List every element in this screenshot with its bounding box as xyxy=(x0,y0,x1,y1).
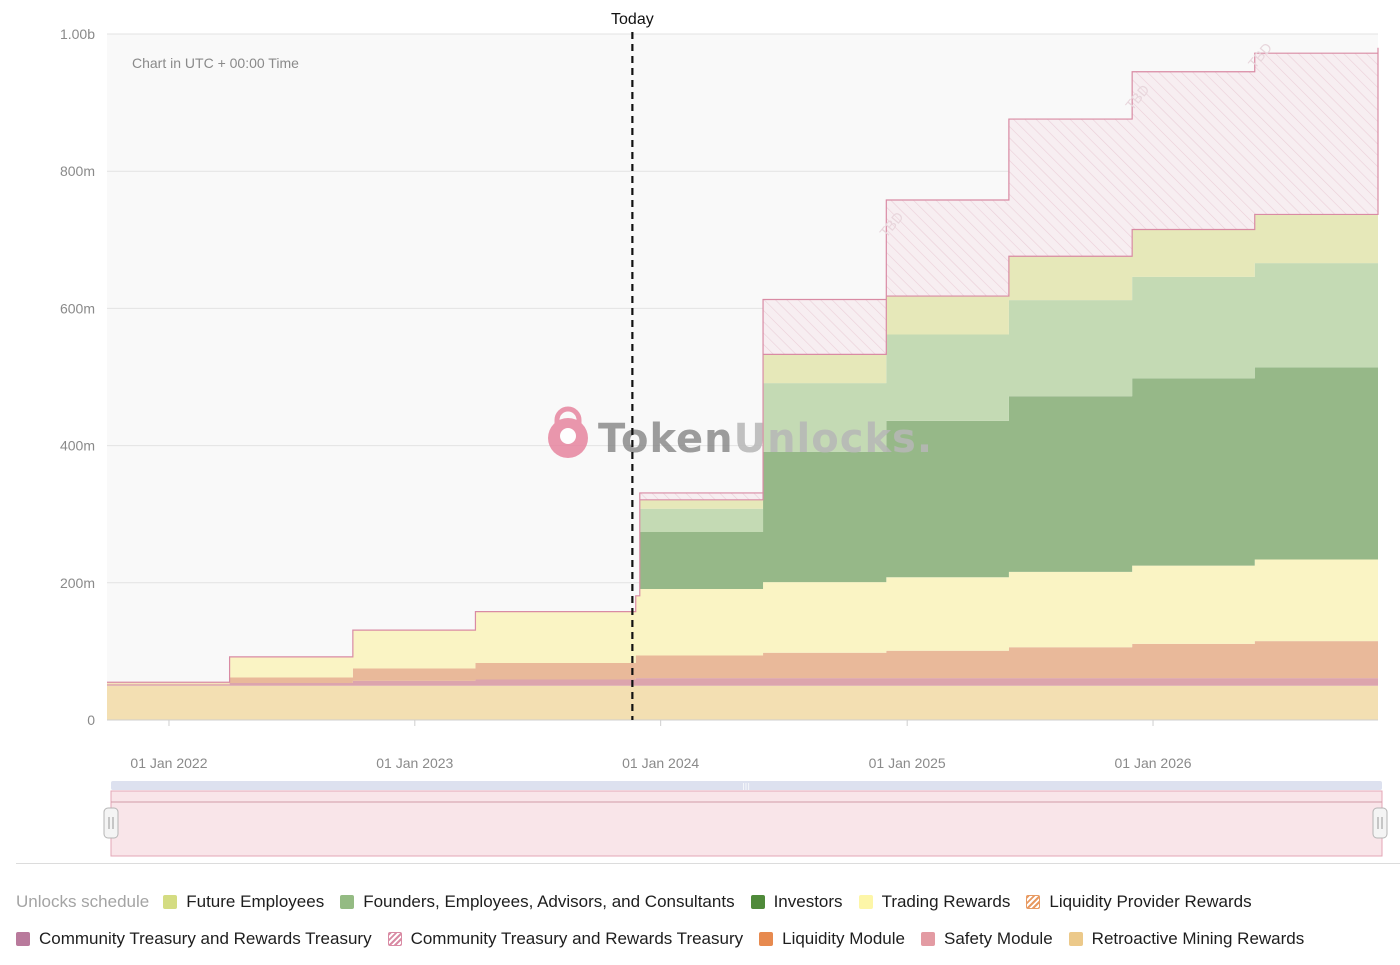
legend-label: Community Treasury and Rewards Treasury xyxy=(410,929,744,948)
legend-swatch xyxy=(16,932,30,946)
navigator-window[interactable] xyxy=(110,790,1383,857)
legend-swatch xyxy=(163,895,178,909)
legend-item-community-treasury[interactable]: Community Treasury and Rewards Treasury xyxy=(16,929,372,949)
y-tick-label: 200m xyxy=(60,575,95,591)
legend-label: Founders, Employees, Advisors, and Consu… xyxy=(363,892,735,911)
area-series xyxy=(107,685,1378,720)
x-tick-label: 01 Jan 2026 xyxy=(1114,755,1191,771)
area-series xyxy=(107,256,1378,683)
area-series xyxy=(107,638,1378,685)
legend-item-liquidity-module[interactable]: Liquidity Module xyxy=(759,929,905,949)
stacked-areas xyxy=(107,47,1379,720)
scrollbar-grip-icon: ||| xyxy=(742,782,750,791)
timezone-note: Chart in UTC + 00:00 Time xyxy=(132,55,299,71)
legend-label: Liquidity Module xyxy=(782,929,905,948)
padlock-icon xyxy=(548,406,588,458)
legend-swatch xyxy=(387,932,402,946)
today-label: Today xyxy=(611,11,654,28)
legend-swatch xyxy=(920,932,935,946)
watermark-unlocks: Unlocks. xyxy=(734,416,933,462)
x-tick-label: 01 Jan 2025 xyxy=(869,755,946,771)
legend-swatch xyxy=(340,895,355,909)
legend-item-liquidity-provider-rewards[interactable]: Liquidity Provider Rewards xyxy=(1026,892,1252,912)
legend-swatch xyxy=(1026,895,1041,909)
navigator-scrollbar[interactable] xyxy=(111,781,1382,790)
area-series xyxy=(107,360,1378,683)
legend-label: Liquidity Provider Rewards xyxy=(1049,892,1252,911)
navigator-right-handle[interactable] xyxy=(1372,807,1388,839)
area-series xyxy=(107,207,1378,683)
legend-divider xyxy=(16,863,1400,864)
legend-label: Investors xyxy=(773,892,843,911)
svg-text:TokenUnlocks.: TokenUnlocks. xyxy=(598,416,933,462)
y-tick-label: 1.00b xyxy=(60,26,95,42)
legend-label: Retroactive Mining Rewards xyxy=(1091,929,1305,948)
y-tick-label: 400m xyxy=(60,438,95,454)
legend-item-investors[interactable]: Investors xyxy=(750,892,843,912)
range-navigator[interactable]: ||| xyxy=(103,781,1388,857)
legend-item-community-treasury-tbd[interactable]: Community Treasury and Rewards Treasury xyxy=(387,929,744,949)
legend-title: Unlocks schedule xyxy=(16,892,150,911)
navigator-left-handle[interactable] xyxy=(103,807,119,839)
legend-label: Community Treasury and Rewards Treasury xyxy=(39,929,372,948)
legend-label: Future Employees xyxy=(186,892,325,911)
area-series xyxy=(107,47,1379,683)
legend-row-1: Unlocks schedule Future Employees Founde… xyxy=(16,886,1396,918)
legend-swatch xyxy=(759,932,774,946)
watermark-token: Token xyxy=(598,416,734,462)
watermark: TokenUnlocks. xyxy=(548,406,933,462)
legend-label: Trading Rewards xyxy=(881,892,1011,911)
x-tick-label: 01 Jan 2022 xyxy=(130,755,207,771)
y-tick-label: 0 xyxy=(87,712,95,728)
legend: Unlocks schedule Future Employees Founde… xyxy=(16,886,1396,960)
y-tick-label: 600m xyxy=(60,300,95,316)
legend-item-founders[interactable]: Founders, Employees, Advisors, and Consu… xyxy=(340,892,735,912)
legend-item-safety-module[interactable]: Safety Module xyxy=(920,929,1053,949)
legend-row-2: Community Treasury and Rewards Treasury … xyxy=(16,923,1396,955)
legend-swatch xyxy=(750,895,765,909)
axes: 0 200m 400m 600m 800m 1.00b 01 Jan 2022 01 Jan … xyxy=(60,26,1378,771)
legend-swatch xyxy=(858,895,873,909)
x-tick-label: 01 Jan 2023 xyxy=(376,755,453,771)
x-tick-label: 01 Jan 2024 xyxy=(622,755,699,771)
legend-label: Safety Module xyxy=(943,929,1053,948)
legend-item-trading-rewards[interactable]: Trading Rewards xyxy=(858,892,1011,912)
today-marker: Today xyxy=(611,11,654,720)
y-tick-label: 800m xyxy=(60,163,95,179)
area-series xyxy=(107,678,1378,686)
legend-swatch xyxy=(1068,932,1083,946)
legend-item-retroactive-mining-rewards[interactable]: Retroactive Mining Rewards xyxy=(1068,929,1305,949)
legend-item-future-employees[interactable]: Future Employees xyxy=(163,892,324,912)
area-series xyxy=(107,553,1378,684)
